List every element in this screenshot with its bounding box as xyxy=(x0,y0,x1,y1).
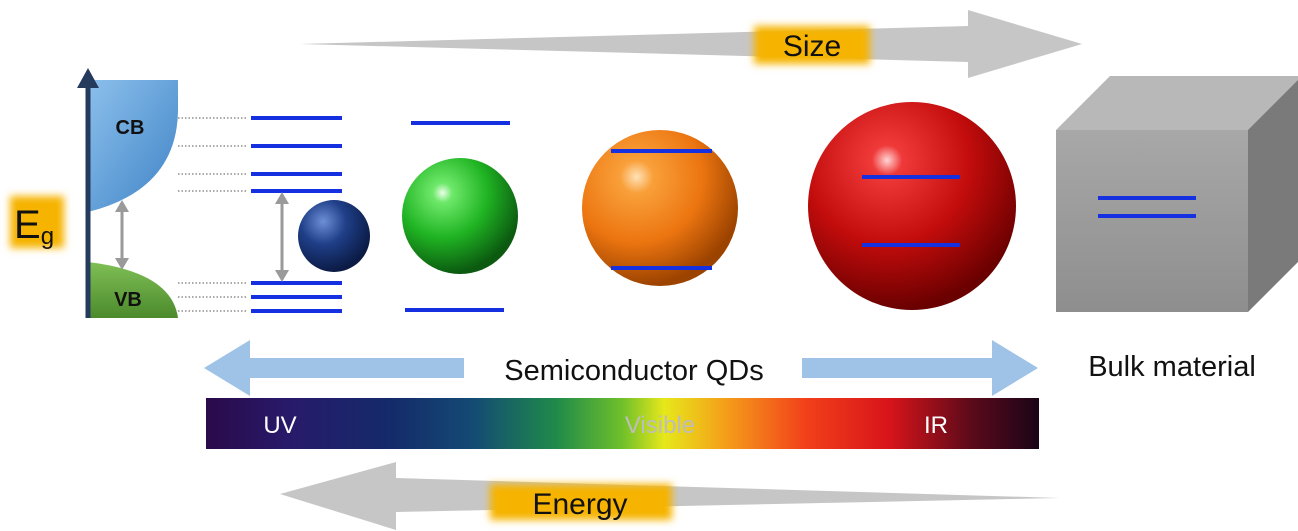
cb-label: CB xyxy=(116,117,145,139)
bandgap-label-main: E xyxy=(14,203,41,247)
qds-label-background xyxy=(464,352,802,384)
spectrum-ir-label: IR xyxy=(924,412,948,439)
bandgap-label-sub: g xyxy=(41,223,54,250)
bulk-cube-side xyxy=(1248,80,1298,312)
conduction-band xyxy=(88,80,178,212)
qds-label: Semiconductor QDs xyxy=(504,355,764,387)
spectrum-visible-label: Visible xyxy=(625,412,695,439)
level-connectors xyxy=(178,117,248,312)
small-qd-gap-arrow xyxy=(275,192,289,282)
bulk-label: Bulk material xyxy=(1088,351,1256,383)
spectrum-uv-label: UV xyxy=(263,412,296,439)
qd-orange-levels xyxy=(611,149,712,270)
energy-label: Energy xyxy=(532,488,627,521)
qd-orange-sphere xyxy=(582,130,738,286)
qd-green-levels xyxy=(405,121,510,312)
small-qd-levels xyxy=(251,116,342,313)
qd-red-sphere xyxy=(808,102,1016,310)
bulk-cube-front xyxy=(1056,130,1248,312)
size-label-highlight xyxy=(754,26,870,64)
energy-label-highlight xyxy=(490,484,672,520)
qd-smallest-sphere xyxy=(298,200,370,272)
qd-green-sphere xyxy=(402,158,518,274)
size-arrow xyxy=(300,10,1082,78)
valence-band xyxy=(88,262,178,318)
bulk-levels xyxy=(1098,196,1196,218)
bandgap-label: Eg xyxy=(14,203,54,250)
spectrum-bar xyxy=(206,398,1039,449)
size-label: Size xyxy=(783,30,841,63)
bandgap-label-highlight xyxy=(10,196,64,248)
bulk-cube-top xyxy=(1056,76,1298,130)
energy-axis-arrowhead xyxy=(77,68,99,88)
vb-label: VB xyxy=(114,289,142,311)
qd-red-levels xyxy=(862,175,960,247)
bandgap-arrow xyxy=(115,200,129,270)
